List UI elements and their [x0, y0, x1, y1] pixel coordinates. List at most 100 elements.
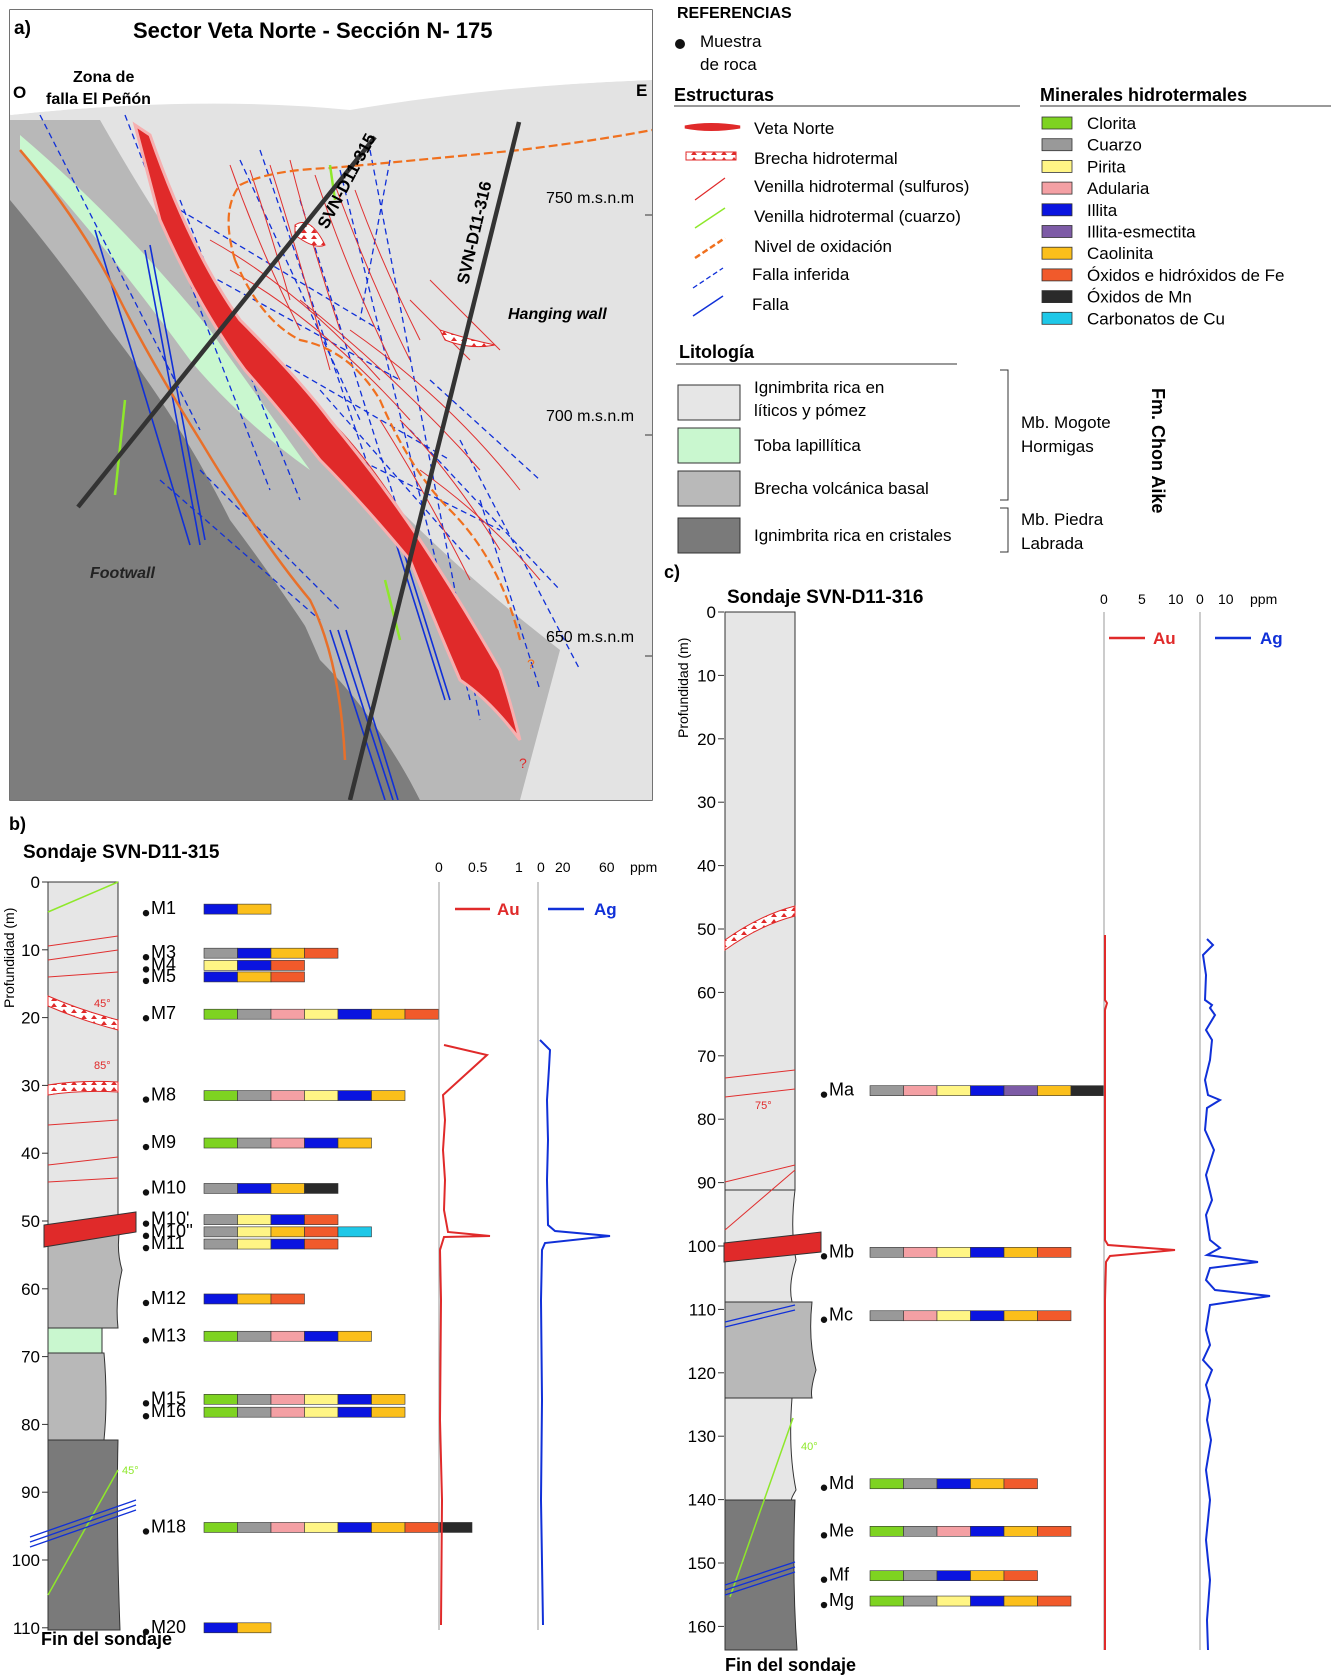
elevation-700: 700 m.s.n.m	[546, 408, 634, 425]
panel-c-depth-tick: 20	[697, 730, 716, 749]
lith-label-1: Toba lapillítica	[754, 436, 861, 455]
mineral-bar-segment	[337, 1226, 372, 1238]
sample-id: M10	[151, 1177, 186, 1197]
mineral-bar-segment	[371, 1522, 406, 1533]
mineral-bar-segment	[936, 1085, 971, 1096]
legend-structure-1: Brecha hidrotermal	[754, 149, 898, 168]
mineral-bar-segment	[1003, 1526, 1038, 1537]
mineral-swatch	[1041, 311, 1073, 325]
mineral-bar-segment	[203, 1522, 238, 1533]
sample-id: M16	[151, 1401, 186, 1421]
lith-label-3: Ignimbrita rica en cristales	[754, 526, 951, 545]
panel-c-depth-tick: 150	[688, 1554, 716, 1573]
quartz-veinlets	[113, 164, 402, 641]
mineral-bar-segment	[304, 1183, 339, 1194]
mineral-bar-segment	[270, 1293, 305, 1305]
mineral-bar-segment	[237, 1394, 272, 1405]
mineral-bar-segment	[270, 1090, 305, 1101]
mineral-bar-segment	[404, 1522, 439, 1533]
question-mark-2: ?	[519, 755, 527, 771]
mineral-bar-segment	[869, 1570, 904, 1581]
b-ag-tick-1: 20	[555, 859, 571, 875]
c-au-tick-0: 0	[1100, 591, 1108, 607]
mineral-swatch	[1041, 159, 1073, 173]
minerals-heading: Minerales hidrotermales	[1040, 85, 1247, 105]
b-au-tick-0: 0	[435, 859, 443, 875]
mineral-bar-segment	[903, 1478, 938, 1490]
panel-c-vein	[723, 1231, 822, 1263]
panel-b-depth-tick: 20	[21, 1009, 40, 1028]
mineral-bar-segment	[203, 1406, 238, 1418]
sample-id: M11	[151, 1233, 185, 1253]
sample-id: Mf	[829, 1565, 850, 1585]
panel-c-title: Sondaje SVN-D11-316	[727, 587, 923, 608]
drillhole-316-trace	[347, 121, 522, 800]
mineral-swatch	[1041, 138, 1073, 152]
mineral-bar-segment	[304, 1226, 339, 1238]
legend-structure-3: Venilla hidrotermal (cuarzo)	[754, 207, 961, 226]
panel-c-depth-tick: 80	[697, 1110, 716, 1129]
panel-c-angle-1: 75°	[755, 1100, 772, 1112]
sample-id: Ma	[829, 1080, 855, 1100]
mineral-bar-segment	[304, 1522, 339, 1533]
mineral-bar-segment	[438, 1522, 473, 1533]
mineral-bar-segment	[203, 1137, 238, 1149]
mineral-bar-segment	[237, 903, 272, 915]
mineral-bar-segment	[203, 1090, 238, 1101]
b-au-tick-2: 1	[515, 859, 523, 875]
legend-structure-6: Falla	[752, 295, 789, 314]
mineral-bar-segment	[337, 1522, 372, 1533]
mineral-bar-segment	[304, 1008, 339, 1020]
panel-c-end-label: Fin del sondaje	[725, 1655, 856, 1675]
mineral-swatch	[1041, 225, 1073, 238]
mineral-bar-segment	[936, 1570, 971, 1581]
veta-norte-vein	[132, 121, 522, 741]
sample-id: Mc	[829, 1305, 853, 1325]
mineral-bar-segment	[237, 1008, 272, 1020]
panel-c-depth-tick: 90	[697, 1174, 716, 1193]
sample-dot	[142, 953, 150, 961]
mineral-bar-segment	[304, 1137, 339, 1149]
lith-swatch-1	[677, 427, 741, 464]
mineral-bar-segment	[337, 1394, 372, 1405]
b-au-legend: Au	[497, 900, 520, 919]
panel-b-depth-tick: 70	[21, 1348, 40, 1367]
sample-dot	[142, 1096, 150, 1103]
mineral-bar-segment	[270, 1394, 305, 1405]
mineral-legend-label: Óxidos de Mn	[1087, 288, 1192, 307]
panel-b-depth-tick: 50	[21, 1212, 40, 1231]
mineral-swatch	[1041, 116, 1073, 130]
mineral-bar-segment	[270, 1522, 305, 1533]
panel-a-cross-section: a) Sector Veta Norte - Sección N- 175 O …	[9, 9, 653, 801]
sample-dot	[142, 1220, 150, 1227]
mineral-bar-segment	[936, 1595, 971, 1607]
mineral-bar-segment	[203, 1330, 238, 1342]
mineral-bar-segment	[304, 1090, 339, 1101]
mineral-legend-label: Illita-esmectita	[1087, 223, 1196, 242]
sample-dot	[142, 909, 150, 917]
mineral-bar-segment	[237, 1293, 272, 1305]
sample-dot	[820, 1253, 828, 1260]
lith-swatch-0	[677, 384, 741, 421]
east-label: E	[636, 81, 647, 100]
mineral-bar-segment	[304, 1214, 339, 1225]
mineral-bar-segment	[270, 1183, 305, 1194]
sample-id: Mg	[829, 1590, 854, 1610]
mineral-bar-segment	[970, 1478, 1005, 1490]
mineral-bar-segment	[337, 1090, 372, 1101]
legend: REFERENCIAS Muestra de roca Estructuras …	[674, 5, 1331, 554]
question-mark-1: ?	[527, 656, 535, 672]
oxidation-levels	[227, 128, 652, 641]
mineral-legend-items: Clorita Cuarzo Pirita Adularia Illita Illita-…	[1041, 114, 1285, 328]
sample-id: M12	[151, 1288, 186, 1308]
sample-dot	[820, 1484, 828, 1491]
panel-b-depth-label: Profundidad (m)	[1, 908, 17, 1008]
mineral-bar-segment	[936, 1310, 971, 1322]
mineral-bar-segment	[970, 1310, 1005, 1322]
mineral-bar-segment	[203, 1394, 238, 1405]
mineral-bar-segment	[270, 960, 305, 971]
mineral-bar-segment	[304, 1238, 339, 1250]
c-ag-tick-0: 0	[1196, 591, 1204, 607]
panel-c-depth-axis: 0 10 20 30 40 50 60 70 80 90 100 110 120 130 140 150 160	[688, 603, 724, 1636]
